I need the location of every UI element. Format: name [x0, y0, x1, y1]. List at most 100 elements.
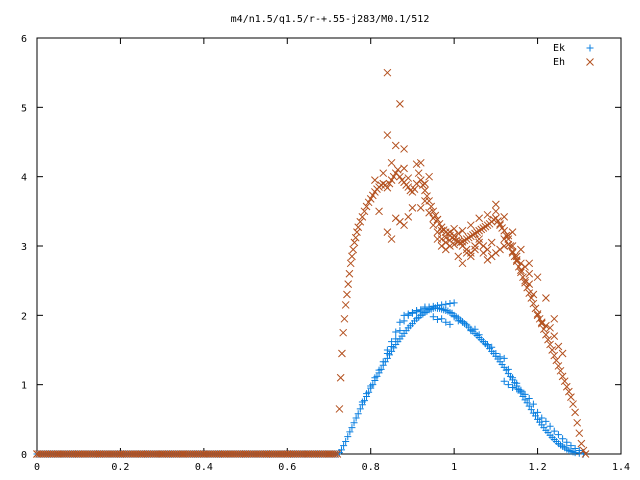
legend-label-eh: Eh: [553, 57, 565, 68]
eh-point: [396, 100, 404, 108]
ek-point: [471, 325, 479, 333]
ek-point: [421, 303, 429, 311]
ek-point: [433, 302, 441, 310]
eh-point: [360, 207, 369, 216]
axis-ticks: [37, 38, 621, 454]
eh-point: [283, 450, 292, 458]
eh-point: [391, 141, 400, 150]
eh-point: [454, 229, 463, 238]
eh-point: [546, 323, 554, 332]
ek-point: [356, 405, 364, 413]
ek-point: [413, 306, 421, 314]
y-tick-label: 4: [21, 173, 27, 184]
eh-point: [421, 197, 429, 205]
eh-point: [517, 268, 525, 277]
eh-point: [475, 238, 484, 247]
eh-point: [383, 68, 392, 77]
eh-point: [573, 418, 582, 427]
eh-point: [565, 387, 573, 396]
eh-point: [437, 226, 446, 235]
ek-point: [446, 300, 454, 308]
ek-point: [542, 417, 550, 425]
eh-point: [400, 221, 408, 230]
eh-point: [356, 217, 365, 226]
ek-point: [438, 301, 446, 309]
eh-point: [579, 446, 588, 455]
eh-point: [456, 238, 465, 247]
eh-point: [550, 314, 559, 323]
eh-point: [510, 252, 519, 261]
eh-point: [556, 366, 565, 375]
eh-point: [471, 245, 479, 254]
eh-point: [554, 342, 563, 351]
eh-point: [383, 131, 392, 139]
eh-point: [525, 280, 534, 288]
eh-point: [200, 450, 208, 458]
eh-point: [492, 207, 500, 216]
ek-point: [571, 444, 579, 452]
ek-point: [450, 313, 458, 321]
eh-point: [389, 172, 398, 181]
eh-point: [571, 408, 579, 417]
x-tick-label: 1: [451, 462, 457, 473]
ek-point: [488, 343, 496, 351]
eh-point: [404, 213, 413, 221]
eh-point: [525, 289, 534, 298]
eh-point: [368, 191, 377, 200]
ek-point: [521, 390, 529, 398]
eh-point: [353, 228, 361, 236]
eh-point: [362, 202, 371, 211]
y-tick-label: 0: [21, 450, 27, 461]
ek-point: [375, 366, 383, 374]
eh-point: [421, 179, 429, 188]
ek-point: [350, 419, 358, 427]
x-tick-label: 0.8: [362, 462, 380, 473]
eh-point: [341, 301, 350, 309]
ek-point: [575, 447, 583, 455]
eh-point: [466, 252, 475, 261]
ek-point: [425, 305, 433, 313]
eh-point: [343, 290, 351, 299]
eh-point: [531, 304, 540, 313]
ek-point: [344, 433, 352, 441]
eh-point: [404, 174, 413, 182]
x-tick-label: 0.4: [195, 462, 213, 473]
eh-point: [349, 245, 358, 254]
ek-point: [392, 335, 400, 343]
ek-point: [442, 318, 450, 326]
chart-title: m4/n1.5/q1.5/r-+.55-j283/M0.1/512: [231, 14, 430, 25]
eh-point: [375, 207, 383, 216]
eh-point: [383, 228, 392, 236]
x-tick-label: 0.6: [278, 462, 296, 473]
eh-point: [338, 349, 346, 358]
eh-point: [410, 185, 419, 194]
eh-point: [435, 219, 444, 228]
eh-point: [544, 335, 552, 344]
ek-point: [458, 318, 466, 326]
ek-point: [525, 395, 533, 403]
ek-point: [417, 307, 425, 315]
eh-point: [385, 179, 394, 188]
eh-point: [33, 450, 41, 458]
eh-point: [496, 219, 504, 228]
eh-point: [137, 450, 146, 458]
ek-point: [400, 311, 408, 319]
eh-point: [454, 252, 463, 261]
eh-point: [241, 450, 250, 458]
ek-point: [392, 328, 400, 336]
eh-point: [446, 242, 454, 250]
ek-point: [529, 400, 537, 408]
legend-item-ek: Ek: [553, 43, 594, 54]
eh-point: [521, 278, 529, 287]
eh-point: [527, 294, 536, 302]
eh-point: [466, 221, 475, 230]
eh-point: [550, 332, 559, 340]
x-tick-labels: 0 0.2 0.4 0.6 0.8 1 1.2 1.4: [34, 462, 630, 473]
ek-point: [396, 318, 404, 326]
x-tick-label: 1.4: [612, 462, 630, 473]
eh-point: [514, 262, 523, 271]
legend-marker-eh: [586, 58, 594, 66]
legend-marker-ek-glyph: [586, 44, 594, 52]
eh-point: [529, 299, 538, 308]
eh-point: [483, 210, 492, 219]
